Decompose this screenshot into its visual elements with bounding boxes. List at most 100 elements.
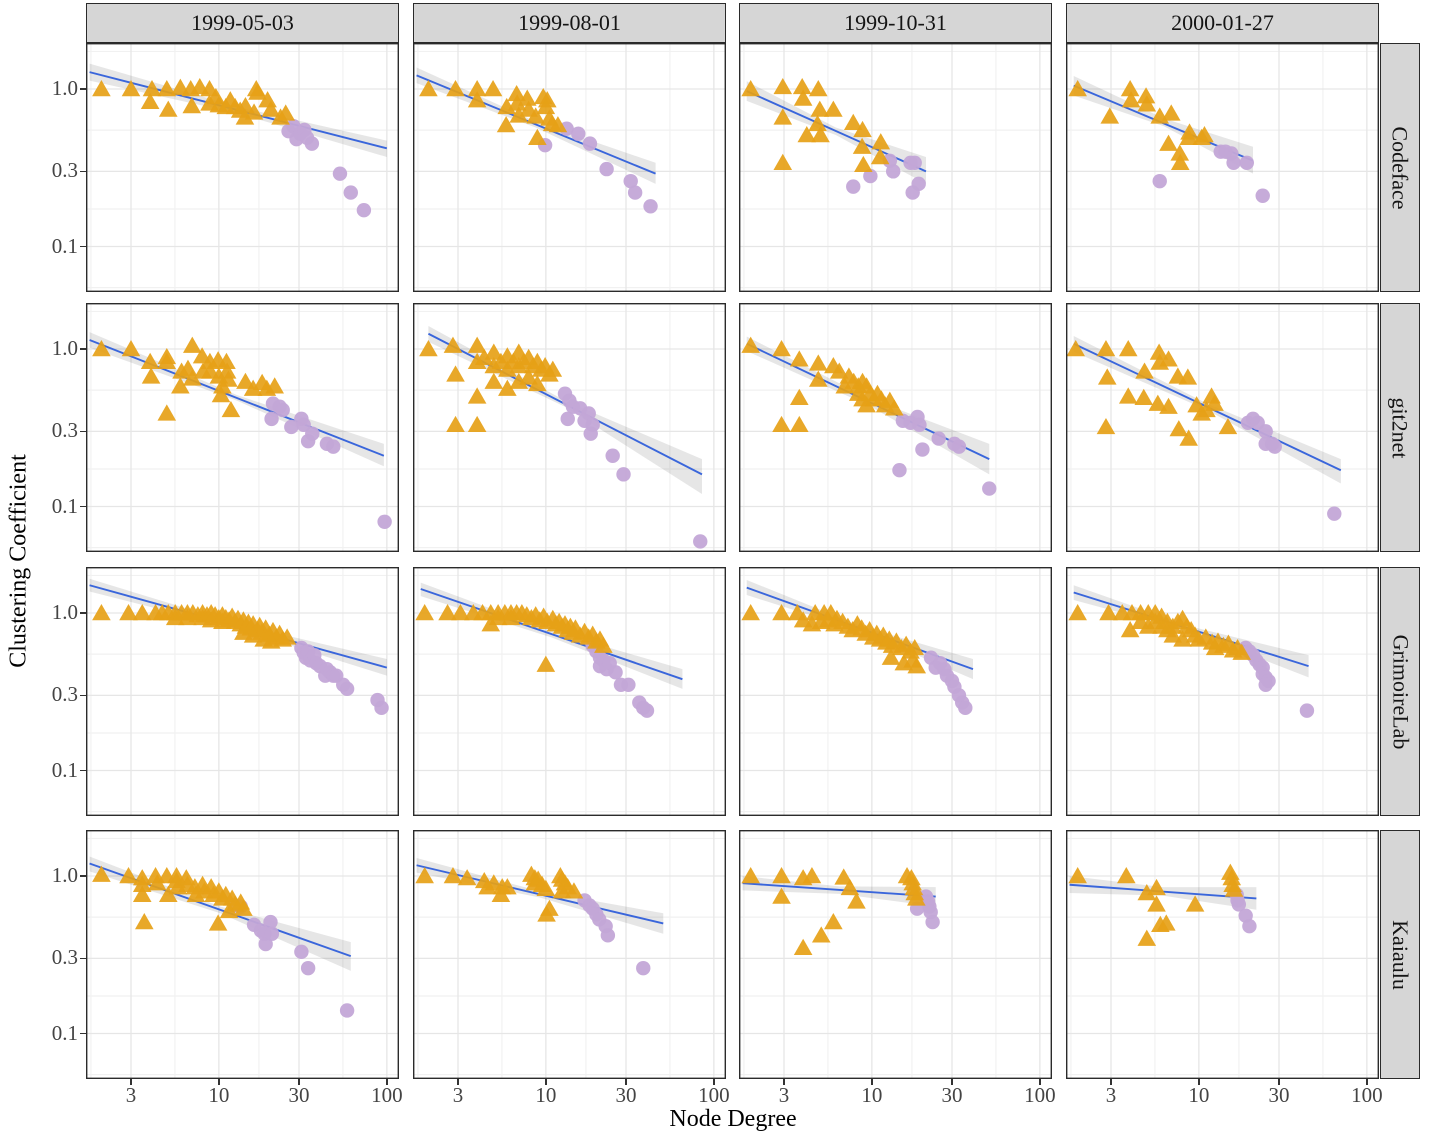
triangle-marker [1096,340,1116,357]
facet-column-label: 1999-08-01 [518,10,621,35]
x-tick-mark [1278,1079,1280,1085]
triangle-marker [528,374,547,392]
y-tick-mark [80,170,86,173]
triangle-marker [824,913,843,930]
panel-border [739,303,1052,552]
x-tick-label: 3 [125,1083,137,1107]
triangle-marker [509,372,529,389]
triangle-marker [478,878,497,895]
circle-marker [1239,155,1255,170]
facet-column-label: 1999-05-03 [191,10,294,35]
x-tick-mark [625,1079,627,1085]
triangle-marker [907,657,927,674]
triangle-marker [217,362,237,379]
facet-row-header-codeface: Codeface [1380,43,1420,292]
triangle-marker [536,879,556,896]
triangle-marker [474,348,494,365]
triangle-marker [1120,80,1140,97]
triangle-marker [234,899,253,916]
facet-column-header-1999-10-31: 1999-10-31 [739,3,1052,43]
y-tick-mark [80,88,86,90]
panel-border [413,567,726,816]
triangle-marker [519,368,538,385]
circle-marker [693,534,708,549]
circle-marker [885,164,901,179]
triangle-marker [171,377,190,394]
triangle-marker [217,352,236,369]
y-tick-mark [80,505,86,508]
circle-marker [1242,919,1257,934]
y-tick-label: 0.3 [51,682,78,707]
facet-row-label: Kaiaulu [1388,919,1413,990]
triangle-marker [1096,417,1116,435]
circle-marker [1327,506,1342,521]
facet-row-label: GrimoireLab [1388,634,1414,749]
panel-git2net-1999-05-03 [86,303,399,552]
panel-Codeface-1999-10-31 [739,43,1052,292]
confidence-band [746,336,990,475]
panel-border [413,303,726,552]
triangle-marker [1159,134,1178,151]
y-tick-mark [80,612,86,614]
circle-marker [951,439,967,454]
triangle-marker [1135,362,1154,379]
triangle-marker [1232,643,1252,660]
triangle-marker [847,892,866,909]
facet-row-header-grimoirelab: GrimoireLab [1380,567,1420,816]
circle-marker [1267,439,1282,454]
circle-marker [264,411,279,427]
circle-marker [374,700,389,716]
y-tick-mark [80,694,86,697]
triangle-marker [834,868,854,885]
panel-border [739,830,1052,1079]
x-tick-label: 100 [1024,1083,1056,1107]
circle-marker [1255,188,1270,203]
x-tick-mark [457,1079,459,1085]
triangle-marker [1222,869,1242,886]
triangle-marker [221,400,241,418]
triangle-marker [1169,420,1189,437]
x-tick-mark [871,1079,873,1085]
triangle-marker [141,367,161,384]
triangle-marker [824,100,843,117]
panel-border [86,303,399,552]
triangle-marker [1179,128,1198,145]
triangle-marker [243,626,263,643]
triangle-marker [481,615,501,632]
triangle-marker [843,113,863,131]
panel-Codeface-1999-08-01 [413,43,726,292]
triangle-marker [157,404,177,421]
triangle-marker [92,865,111,882]
triangle-marker [1170,153,1190,170]
triangle-marker [1099,604,1118,621]
panel-border [739,567,1052,816]
x-tick-label: 100 [698,1083,730,1107]
x-tick-label: 30 [615,1083,637,1107]
triangle-marker [808,114,827,132]
x-tick-label: 3 [1105,1083,1117,1107]
triangle-marker [548,116,568,133]
triangle-marker [182,96,202,114]
triangle-marker [1137,929,1157,946]
triangle-marker [265,377,284,394]
panel-Kaiaulu-1999-05-03 [86,830,399,1079]
triangle-marker [1178,368,1198,385]
y-tick-label: 0.1 [51,493,78,518]
panel-Kaiaulu-2000-01-27 [1066,830,1379,1079]
triangle-marker [772,340,791,357]
circle-marker [583,426,598,441]
triangle-marker [419,340,438,357]
triangle-marker [1068,867,1087,884]
circle-marker [332,166,348,181]
x-tick-mark [1039,1079,1041,1085]
trend-line [742,882,936,898]
circle-marker [339,1003,355,1018]
circle-marker [263,914,278,930]
circle-marker [1152,173,1167,189]
triangle-marker [415,867,434,884]
triangle-marker [236,372,255,389]
circle-marker [356,203,372,218]
facet-column-header-2000-01-27: 2000-01-27 [1066,3,1379,43]
panel-border [86,830,399,1079]
x-tick-label: 30 [1268,1083,1290,1107]
